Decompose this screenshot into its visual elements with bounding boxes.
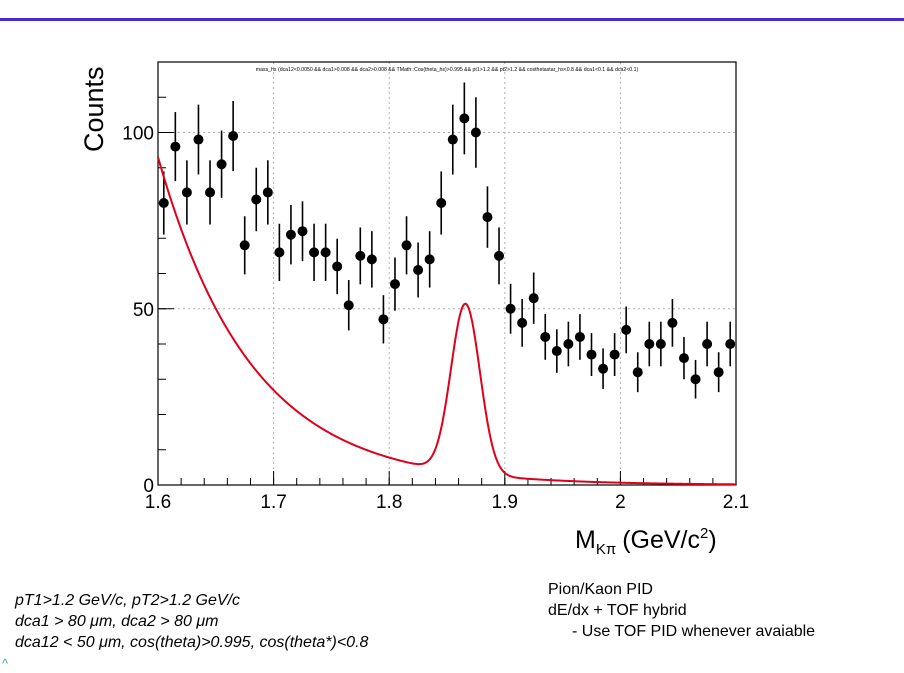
data-point [343, 300, 354, 311]
data-point [482, 212, 493, 223]
data-point [586, 349, 597, 360]
y-axis-label: Counts [79, 66, 109, 152]
axis-ticks [157, 61, 737, 486]
x-tick-label: 2 [615, 492, 626, 513]
cuts-line-1: pT1>1.2 GeV/c, pT2>1.2 GeV/c [15, 592, 241, 609]
data-point [447, 134, 458, 145]
data-point [528, 293, 539, 304]
data-point [170, 141, 181, 152]
data-point [621, 324, 632, 335]
y-tick-label: 50 [133, 300, 154, 321]
data-point [355, 250, 366, 261]
x-tick-label: 2.1 [723, 492, 749, 513]
x-tick-label: 1.8 [376, 492, 402, 513]
cuts-line-3: dca12 < 50 μm, cos(theta)>0.995, cos(the… [15, 634, 369, 651]
data-point [297, 226, 308, 237]
fit-curve [157, 156, 736, 486]
data-point [632, 367, 643, 378]
x-axis-label-unit: (GeV/c [622, 526, 700, 554]
tick-labels: 1.6 1.7 1.8 1.9 2 2.1 0 50 100 [122, 124, 749, 514]
data-point [517, 317, 528, 328]
data-point [401, 240, 412, 251]
data-point [332, 261, 343, 272]
data-point [713, 367, 724, 378]
data-point [540, 331, 551, 342]
x-axis-label-sup: 2 [700, 525, 708, 542]
data-point [216, 159, 227, 170]
data-point [678, 353, 689, 364]
data-point [274, 247, 285, 258]
grid-lines [158, 62, 736, 485]
data-point [424, 254, 435, 265]
data-point [366, 254, 377, 265]
x-tick-label: 1.6 [145, 492, 171, 513]
data-point [609, 349, 620, 360]
cut-label: mass_hs (dca12<0.0050 && dca1>0.008 && d… [256, 67, 639, 73]
data-point [690, 374, 701, 385]
data-point [309, 247, 320, 258]
data-point [505, 303, 516, 314]
pid-line-2: dE/dx + TOF hybrid [548, 602, 687, 619]
data-point [205, 187, 216, 198]
data-point [239, 240, 250, 251]
data-point [725, 339, 736, 349]
corner-mark: ^ [2, 656, 9, 671]
data-point [158, 198, 169, 208]
data-point [413, 264, 424, 275]
data-point [193, 134, 204, 145]
data-point [574, 331, 585, 342]
data-point [551, 346, 562, 357]
data-point [563, 339, 574, 349]
x-axis-label-sub: Kπ [596, 541, 616, 558]
data-point [644, 339, 655, 349]
data-point [285, 229, 296, 240]
x-axis-label: MKπ (GeV/c2) [575, 525, 717, 558]
pid-notes: Pion/Kaon PID dE/dx + TOF hybrid - Use T… [548, 579, 815, 642]
data-point [436, 198, 447, 208]
data-point [262, 187, 273, 198]
data-point [251, 194, 262, 205]
cuts-line-2: dca1 > 80 μm, dca2 > 80 μm [15, 613, 219, 630]
y-tick-label: 0 [143, 476, 154, 497]
cuts-notes: pT1>1.2 GeV/c, pT2>1.2 GeV/c dca1 > 80 μ… [15, 590, 368, 653]
y-tick-label: 100 [122, 124, 154, 145]
data-point [655, 339, 666, 349]
x-axis-label-main: M [575, 526, 596, 554]
data-point [378, 314, 389, 325]
data-point [389, 279, 400, 290]
data-point [470, 127, 481, 138]
data-point [667, 317, 678, 328]
x-axis-label-close: ) [708, 526, 716, 554]
data-point [598, 363, 609, 374]
pid-line-3: - Use TOF PID whenever avaiable [572, 623, 816, 640]
x-tick-label: 1.7 [260, 492, 286, 513]
data-point [181, 187, 192, 198]
data-point [459, 113, 470, 124]
data-point [494, 250, 505, 261]
top-rule [0, 18, 904, 21]
invariant-mass-chart: mass_hs (dca12<0.0050 && dca1>0.008 && d… [79, 61, 749, 558]
data-point [702, 339, 713, 349]
data-point [228, 131, 239, 142]
pid-line-1: Pion/Kaon PID [548, 581, 653, 598]
x-tick-label: 1.9 [492, 492, 518, 513]
data-point [320, 247, 331, 258]
data-points [158, 82, 736, 399]
